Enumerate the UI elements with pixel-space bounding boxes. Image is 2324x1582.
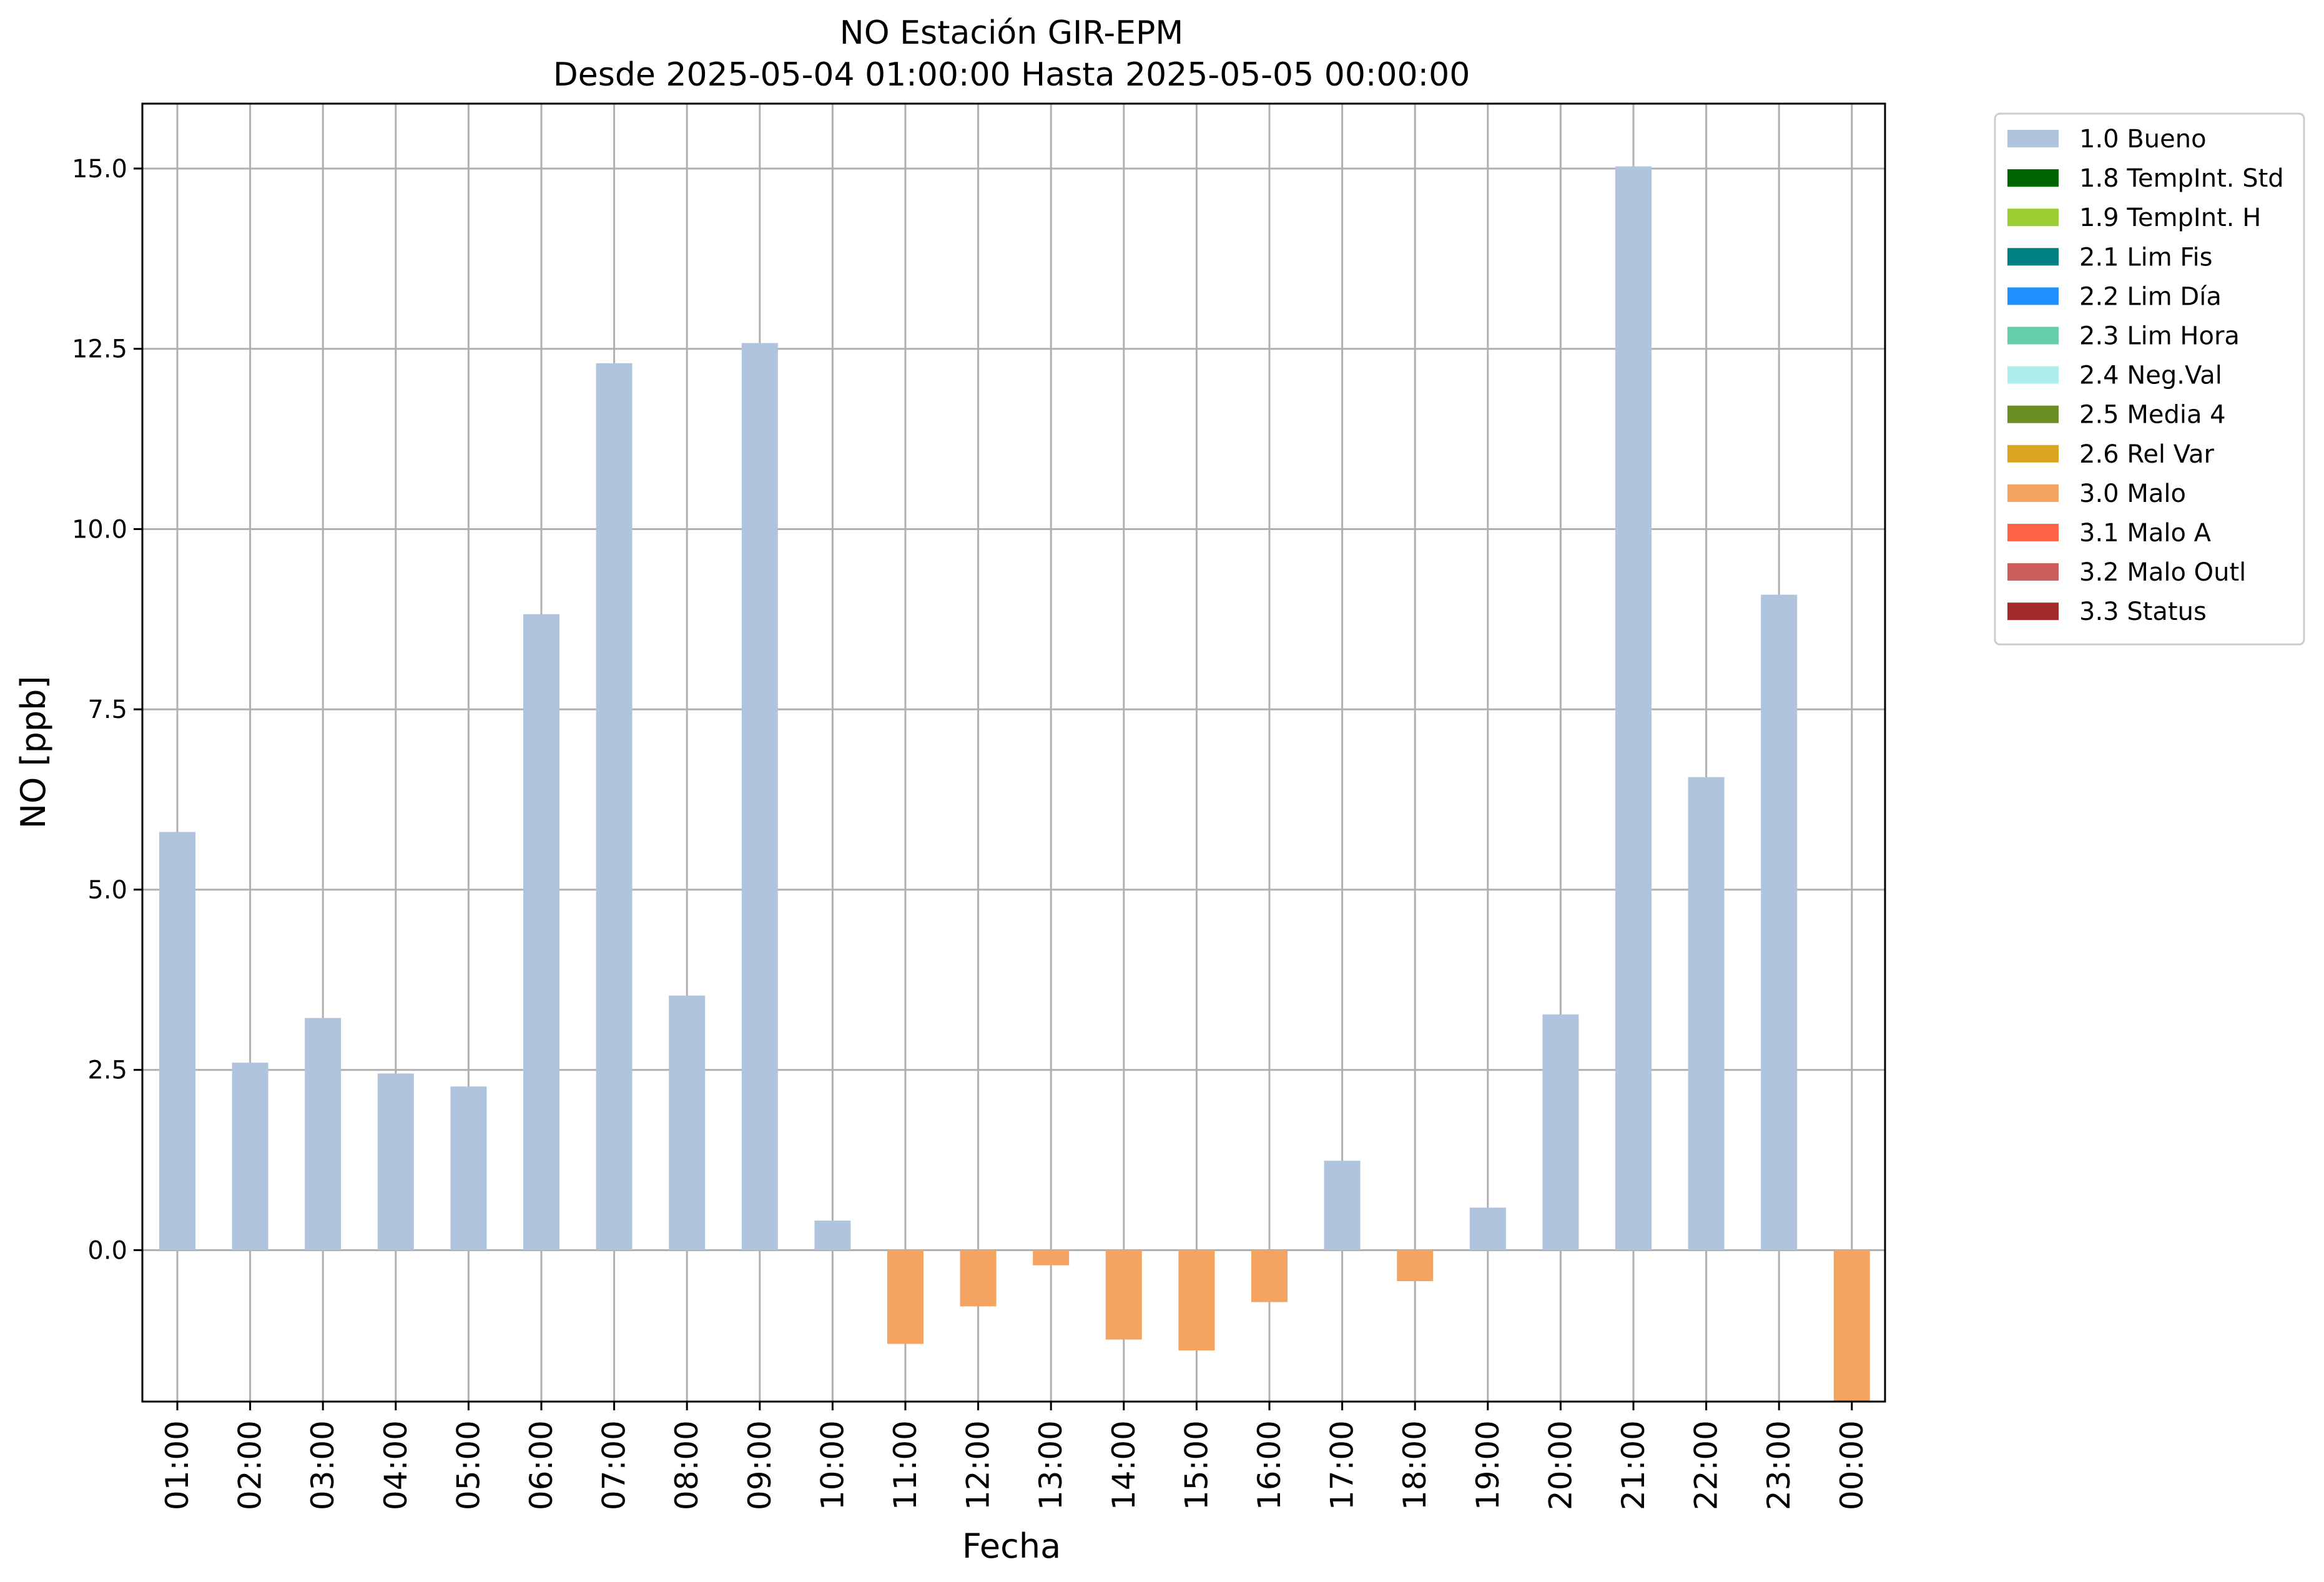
legend-label: 3.2 Malo Outl (2079, 558, 2246, 587)
legend-items: 1.0 Bueno 1.8 TempInt. Std 1.9 TempInt. H 2… (2007, 125, 2284, 626)
legend-label: 3.1 Malo A (2079, 519, 2212, 548)
x-tick-label: 08:00 (669, 1420, 705, 1510)
bar (305, 1018, 342, 1250)
bar (450, 1086, 487, 1250)
x-tick-label: 22:00 (1688, 1420, 1725, 1510)
bars (159, 166, 1870, 1402)
y-tick-label: 5.0 (87, 876, 127, 905)
legend-swatch (2007, 563, 2059, 581)
legend-label: 2.4 Neg.Val (2079, 361, 2222, 390)
y-axis-ticks: 0.0 2.5 5.0 7.5 10.0 12.5 15.0 (72, 155, 142, 1265)
legend-swatch (2007, 248, 2059, 266)
bar (596, 363, 633, 1250)
x-tick-label: 02:00 (232, 1420, 268, 1510)
bar (1178, 1250, 1215, 1350)
bar (159, 832, 195, 1250)
legend-label: 2.6 Rel Var (2079, 440, 2215, 469)
legend-label: 2.2 Lim Día (2079, 282, 2222, 311)
legend-swatch (2007, 287, 2059, 305)
legend-swatch (2007, 366, 2059, 384)
legend-label: 1.0 Bueno (2079, 125, 2207, 154)
legend-label: 1.8 TempInt. Std (2079, 164, 2284, 193)
y-tick-label: 2.5 (87, 1056, 127, 1085)
legend-swatch (2007, 445, 2059, 463)
legend-swatch (2007, 130, 2059, 147)
legend-swatch (2007, 524, 2059, 541)
bar (741, 343, 778, 1250)
bar (232, 1063, 268, 1250)
bar (887, 1250, 923, 1344)
plot-frame (141, 102, 1886, 1403)
y-tick-label: 0.0 (87, 1236, 127, 1265)
legend-label: 3.3 Status (2079, 597, 2207, 626)
bar (377, 1073, 414, 1250)
legend-swatch (2007, 169, 2059, 187)
x-tick-label: 07:00 (596, 1420, 633, 1510)
y-tick-label: 12.5 (72, 335, 127, 364)
legend-swatch (2007, 209, 2059, 227)
x-tick-label: 10:00 (814, 1420, 850, 1510)
x-tick-label: 13:00 (1033, 1420, 1069, 1510)
x-tick-label: 06:00 (523, 1420, 559, 1510)
bar (1761, 594, 1798, 1250)
y-tick-label: 15.0 (72, 155, 127, 184)
y-tick-label: 10.0 (72, 515, 127, 544)
bar (1397, 1250, 1434, 1282)
x-tick-label: 12:00 (960, 1420, 997, 1510)
x-tick-label: 09:00 (742, 1420, 778, 1510)
x-tick-label: 16:00 (1251, 1420, 1288, 1510)
legend-label: 2.1 Lim Fis (2079, 243, 2212, 272)
bar (814, 1221, 851, 1250)
x-tick-label: 01:00 (159, 1420, 195, 1510)
bar (1688, 777, 1725, 1250)
x-tick-label: 05:00 (450, 1420, 486, 1510)
legend-box (1994, 112, 2305, 646)
legend-swatch (2007, 602, 2059, 621)
x-tick-label: 14:00 (1106, 1420, 1142, 1510)
bar (1105, 1250, 1142, 1340)
legend: 1.0 Bueno 1.8 TempInt. Std 1.9 TempInt. H 2… (1994, 112, 2305, 646)
bar (1033, 1250, 1070, 1265)
x-tick-label: 21:00 (1615, 1420, 1652, 1510)
legend-swatch (2007, 327, 2059, 345)
legend-label: 2.5 Media 4 (2079, 401, 2226, 430)
x-tick-label: 18:00 (1397, 1420, 1433, 1510)
x-axis-label: Fecha (962, 1526, 1061, 1566)
legend-label: 1.9 TempInt. H (2079, 204, 2261, 232)
x-tick-label: 17:00 (1324, 1420, 1361, 1510)
x-tick-label: 15:00 (1178, 1420, 1214, 1510)
x-tick-label: 11:00 (887, 1420, 923, 1510)
bar (1615, 166, 1652, 1250)
bar (1833, 1250, 1870, 1402)
legend-label: 3.0 Malo (2079, 479, 2186, 508)
bar (1542, 1014, 1579, 1250)
y-tick-label: 7.5 (87, 695, 127, 724)
x-tick-label: 03:00 (305, 1420, 341, 1510)
bar (1324, 1161, 1361, 1250)
bar (960, 1250, 997, 1307)
x-tick-label: 23:00 (1761, 1420, 1797, 1510)
legend-swatch (2007, 405, 2059, 423)
legend-swatch (2007, 484, 2059, 502)
bar (1251, 1250, 1288, 1302)
chart-title: NO Estación GIR-EPM (840, 14, 1183, 52)
y-axis-label: NO [ppb] (14, 676, 53, 828)
x-tick-label: 19:00 (1470, 1420, 1506, 1510)
legend-label: 2.3 Lim Hora (2079, 322, 2240, 351)
x-tick-label: 04:00 (378, 1420, 414, 1510)
x-tick-label: 00:00 (1834, 1420, 1870, 1510)
chart-subtitle: Desde 2025-05-04 01:00:00 Hasta 2025-05-… (553, 56, 1470, 94)
x-tick-label: 20:00 (1542, 1420, 1578, 1510)
bar (523, 614, 559, 1250)
x-axis-ticks: 01:00 02:00 03:00 04:00 05:00 06:00 07:00 08:00… (159, 1402, 1870, 1510)
bar (669, 995, 706, 1250)
bar (1469, 1207, 1506, 1250)
